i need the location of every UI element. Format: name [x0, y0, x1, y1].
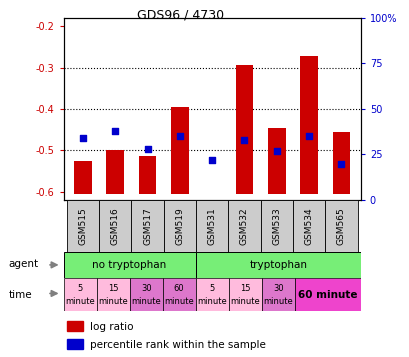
Bar [228, 278, 261, 311]
Text: GSM516: GSM516 [110, 207, 119, 245]
Bar [171, 107, 188, 194]
Text: 15: 15 [239, 284, 250, 293]
Text: GSM517: GSM517 [143, 207, 152, 245]
Bar [66, 321, 83, 331]
Bar [195, 252, 360, 278]
Point [273, 148, 279, 154]
Text: 30: 30 [140, 284, 151, 293]
Point [305, 133, 312, 139]
Text: tryptophan: tryptophan [249, 260, 306, 270]
Bar [63, 252, 195, 278]
Bar [196, 200, 228, 252]
Text: GSM565: GSM565 [336, 207, 345, 245]
Bar [97, 278, 129, 311]
Bar [66, 339, 83, 349]
Bar [260, 200, 292, 252]
Text: 5: 5 [209, 284, 214, 293]
Bar [324, 200, 357, 252]
Bar [162, 278, 195, 311]
Bar [138, 156, 156, 194]
Bar [129, 278, 162, 311]
Bar [163, 200, 196, 252]
Bar [332, 132, 349, 194]
Bar [131, 200, 163, 252]
Text: 15: 15 [108, 284, 118, 293]
Bar [228, 200, 260, 252]
Text: 60: 60 [173, 284, 184, 293]
Bar [63, 278, 97, 311]
Text: GSM533: GSM533 [272, 207, 281, 245]
Point [79, 135, 86, 141]
Point [144, 146, 151, 152]
Bar [261, 278, 294, 311]
Bar [267, 127, 285, 194]
Text: GSM534: GSM534 [304, 207, 313, 245]
Text: minute: minute [131, 297, 161, 306]
Text: log ratio: log ratio [90, 322, 133, 332]
Bar [294, 278, 360, 311]
Text: 5: 5 [77, 284, 83, 293]
Text: time: time [8, 290, 32, 300]
Text: percentile rank within the sample: percentile rank within the sample [90, 340, 265, 350]
Text: minute: minute [197, 297, 227, 306]
Bar [299, 56, 317, 194]
Text: minute: minute [65, 297, 95, 306]
Text: GSM531: GSM531 [207, 207, 216, 245]
Point [208, 157, 215, 163]
Point [176, 133, 183, 139]
Bar [99, 200, 131, 252]
Point [112, 128, 118, 134]
Text: minute: minute [98, 297, 128, 306]
Bar [74, 161, 92, 194]
Bar [195, 278, 228, 311]
Text: GSM515: GSM515 [78, 207, 87, 245]
Bar [235, 65, 253, 194]
Text: no tryptophan: no tryptophan [92, 260, 166, 270]
Point [240, 137, 247, 143]
Text: GSM532: GSM532 [239, 207, 248, 245]
Text: 30: 30 [272, 284, 283, 293]
Text: minute: minute [164, 297, 193, 306]
Text: GSM519: GSM519 [175, 207, 184, 245]
Text: GDS96 / 4730: GDS96 / 4730 [137, 9, 223, 22]
Text: agent: agent [8, 259, 38, 269]
Bar [67, 200, 99, 252]
Text: minute: minute [263, 297, 292, 306]
Bar [106, 150, 124, 194]
Text: 60 minute: 60 minute [297, 290, 357, 300]
Point [337, 161, 344, 166]
Text: minute: minute [230, 297, 259, 306]
Bar [292, 200, 324, 252]
